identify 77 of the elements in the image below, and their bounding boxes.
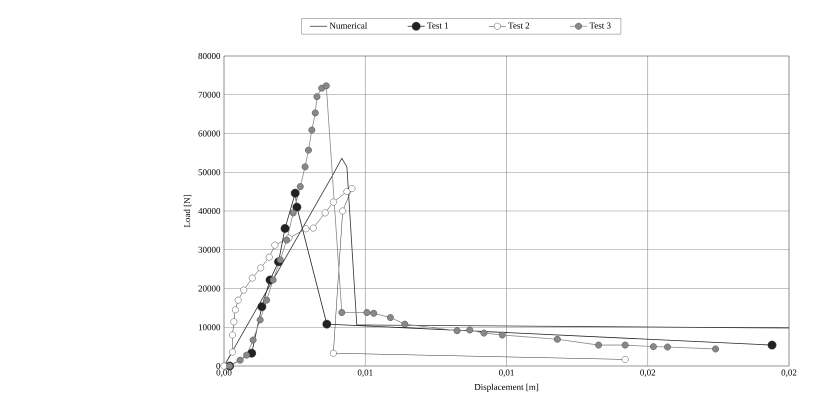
point <box>312 110 319 116</box>
point <box>296 183 304 190</box>
x-tick-label: 0,00 <box>216 370 232 377</box>
point <box>330 198 337 206</box>
y-tick-label: 30000 <box>198 246 220 253</box>
point <box>330 350 337 357</box>
y-tick-label: 70000 <box>198 92 220 98</box>
y-tick-label: 60000 <box>198 130 220 137</box>
point <box>310 224 317 232</box>
point <box>322 82 330 90</box>
point <box>768 340 776 350</box>
point <box>314 93 320 100</box>
y-tick-label: 0 <box>216 362 220 370</box>
point <box>364 309 370 316</box>
point <box>664 344 671 350</box>
point <box>229 332 236 338</box>
point <box>348 185 356 192</box>
point <box>322 320 332 329</box>
point <box>466 326 474 334</box>
point <box>322 210 329 216</box>
point <box>292 202 302 212</box>
point <box>248 274 256 282</box>
x-tick-label: 0,01 <box>499 370 514 377</box>
x-tick-label: 0,02 <box>782 370 796 377</box>
legend-label: Numerical <box>330 22 368 29</box>
y-axis-title: Load [N] <box>184 195 192 228</box>
point <box>302 225 310 232</box>
point <box>622 342 629 349</box>
point <box>302 163 309 170</box>
point <box>308 126 316 134</box>
point <box>236 356 244 364</box>
point <box>305 146 312 154</box>
point <box>386 314 394 321</box>
point <box>338 309 346 316</box>
point <box>283 236 290 244</box>
y-tick-label: 40000 <box>198 208 220 214</box>
point <box>271 242 278 249</box>
x-tick-label: 0,02 <box>640 370 656 377</box>
point <box>343 188 350 196</box>
point <box>712 346 719 352</box>
point <box>554 336 561 343</box>
y-tick-label: 50000 <box>198 169 220 176</box>
point <box>480 330 488 336</box>
point <box>256 316 264 324</box>
point <box>240 286 248 294</box>
point <box>401 320 408 328</box>
point <box>454 327 461 334</box>
x-axis-title: Displacement [m] <box>474 384 538 392</box>
point <box>339 208 346 214</box>
point <box>250 336 257 344</box>
point <box>290 188 300 198</box>
point <box>370 310 378 317</box>
point <box>650 343 657 350</box>
legend-label: Test 2 <box>508 22 530 29</box>
point <box>595 342 602 349</box>
point <box>622 356 629 363</box>
y-tick-label: 80000 <box>198 52 220 60</box>
point <box>232 306 239 314</box>
point <box>234 296 242 304</box>
point <box>280 224 290 233</box>
point <box>266 254 273 261</box>
point <box>290 210 297 216</box>
legend-label: Test 3 <box>590 22 611 29</box>
point <box>243 352 250 359</box>
point <box>276 256 284 264</box>
point <box>257 264 264 272</box>
x-tick-label: 0,01 <box>358 370 373 377</box>
point <box>257 302 266 312</box>
y-tick-label: 10000 <box>198 324 220 330</box>
y-tick-label: 20000 <box>198 285 220 292</box>
legend-label: Test 1 <box>427 22 448 29</box>
point <box>220 362 228 370</box>
point <box>229 348 236 356</box>
point <box>270 276 277 284</box>
point <box>230 318 238 326</box>
point <box>263 296 270 304</box>
point <box>498 332 506 338</box>
